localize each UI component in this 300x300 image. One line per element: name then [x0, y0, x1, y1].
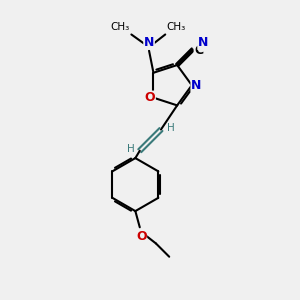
- Text: CH₃: CH₃: [167, 22, 186, 32]
- Text: CH₃: CH₃: [111, 22, 130, 32]
- Text: N: N: [144, 36, 154, 49]
- Text: N: N: [191, 79, 201, 92]
- Text: H: H: [127, 144, 134, 154]
- Text: N: N: [198, 37, 208, 50]
- Text: H: H: [167, 123, 175, 133]
- Text: C: C: [194, 44, 203, 56]
- Text: O: O: [145, 91, 155, 104]
- Text: O: O: [136, 230, 147, 243]
